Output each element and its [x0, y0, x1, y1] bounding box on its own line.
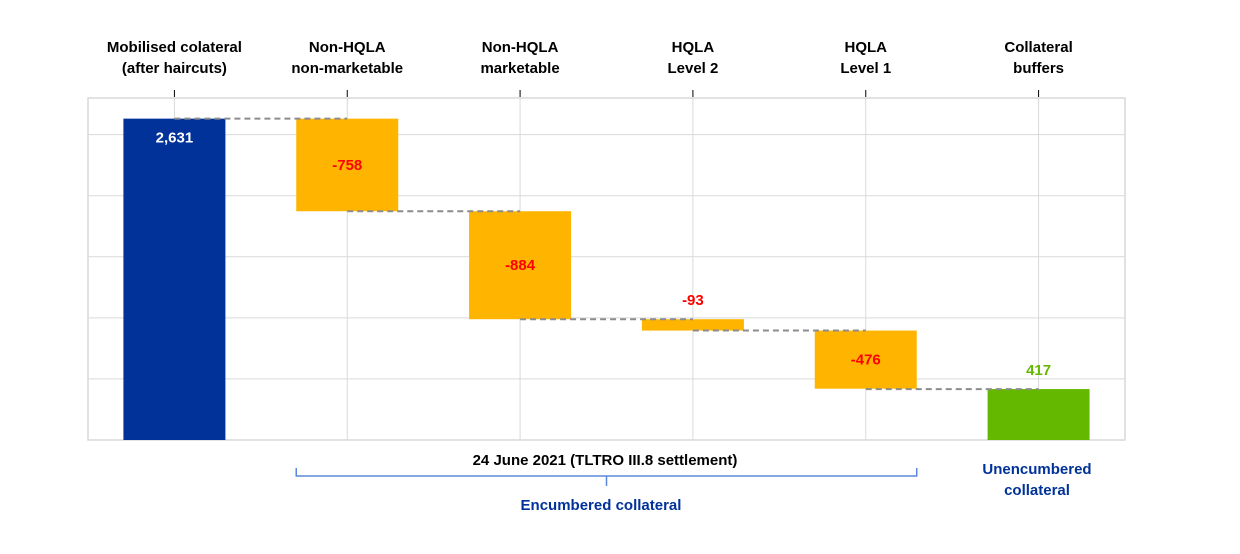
- category-label: HQLA: [672, 39, 715, 56]
- annotations: 24 June 2021 (TLTRO III.8 settlement) En…: [295, 452, 1092, 514]
- category-label: Level 2: [667, 60, 718, 77]
- category-labels: Mobilised colateral (after haircuts) Non-H…: [107, 39, 1073, 77]
- bar-decrease: [296, 118, 399, 212]
- category-label: Level 1: [840, 60, 891, 77]
- category-label: HQLA: [845, 39, 888, 56]
- category-label: marketable: [480, 60, 559, 77]
- bar-decrease: [641, 319, 744, 331]
- category-label: Non-HQLA: [309, 39, 386, 56]
- unencumbered-label-line2: collateral: [1004, 482, 1070, 499]
- connectors: [174, 117, 1039, 391]
- category-label: Mobilised colateral: [107, 39, 242, 56]
- bar-value-label: -93: [682, 292, 704, 309]
- bar-total: [123, 118, 226, 440]
- category-label: Non-HQLA: [482, 39, 559, 56]
- bar-value-label: -758: [332, 157, 362, 174]
- unencumbered-label-line1: Unencumbered: [982, 461, 1091, 478]
- bars: [123, 118, 1090, 440]
- category-label: Collateral: [1004, 39, 1072, 56]
- bar-value-label: 2,631: [156, 130, 194, 147]
- category-label: buffers: [1013, 60, 1064, 77]
- data-labels: 2,631 -758 -884 -93 -476 417: [156, 130, 1051, 379]
- bar-result: [987, 389, 1090, 440]
- bar-decrease: [469, 211, 572, 320]
- category-label: non-marketable: [291, 60, 403, 77]
- encumbered-collateral-label: Encumbered collateral: [521, 497, 682, 514]
- bar-value-label: -476: [851, 352, 881, 369]
- bar-value-label: -884: [505, 257, 536, 274]
- bar-decrease: [814, 330, 917, 389]
- gridlines: [87, 90, 1126, 441]
- encumbered-bracket: [295, 468, 918, 486]
- plot-frame: [87, 97, 1126, 441]
- bar-value-label: 417: [1026, 362, 1051, 379]
- category-label: (after haircuts): [122, 60, 227, 77]
- settlement-date-label: 24 June 2021 (TLTRO III.8 settlement): [473, 452, 738, 469]
